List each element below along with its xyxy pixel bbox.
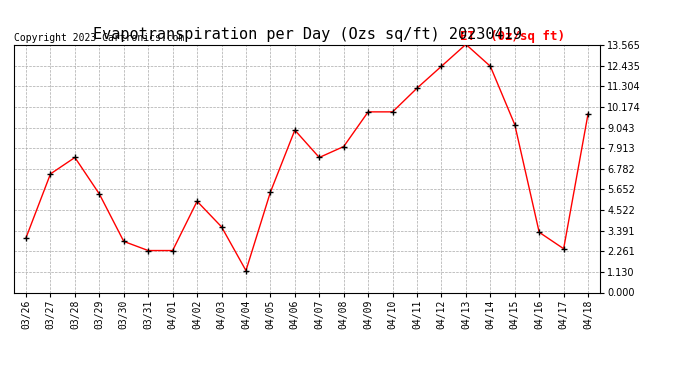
Text: Copyright 2023 Cartronics.com: Copyright 2023 Cartronics.com <box>14 33 184 42</box>
Title: Evapotranspiration per Day (Ozs sq/ft) 20230419: Evapotranspiration per Day (Ozs sq/ft) 2… <box>92 27 522 42</box>
Text: ET  (0z/sq ft): ET (0z/sq ft) <box>460 30 564 42</box>
